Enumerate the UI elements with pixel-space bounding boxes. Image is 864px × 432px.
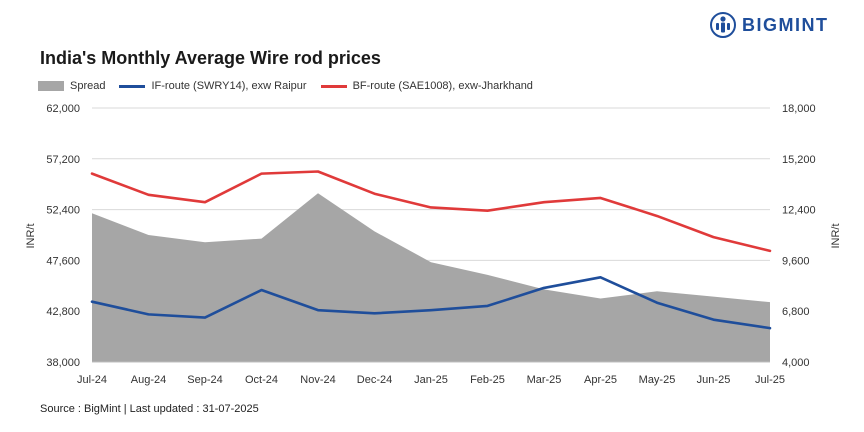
x-tick-label: Sep-24	[187, 374, 222, 386]
legend-label-if-route: IF-route (SWRY14), exw Raipur	[151, 80, 307, 92]
y2-tick-label: 18,000	[782, 103, 816, 115]
y-tick-label: 62,000	[46, 103, 80, 115]
x-tick-label: Jan-25	[414, 374, 448, 386]
legend-swatch-if-route	[119, 84, 146, 88]
bf-route-line	[90, 170, 772, 253]
legend-item-bf-route: BF-route (SAE1008), exw-Jharkhand	[320, 80, 533, 92]
y2-axis-label: INR/t	[830, 223, 842, 248]
y-tick-label: 52,400	[46, 205, 80, 217]
x-tick-label: Oct-24	[245, 374, 278, 386]
legend-item-if-route: IF-route (SWRY14), exw Raipur	[119, 80, 307, 92]
x-tick-label: Dec-24	[357, 374, 392, 386]
y-tick-label: 47,600	[46, 255, 80, 267]
chart-legend: Spread IF-route (SWRY14), exw Raipur BF-…	[38, 80, 547, 92]
brand-name: BIGMINT	[742, 14, 829, 35]
x-tick-label: Aug-24	[131, 374, 166, 386]
bigmint-logo-icon	[710, 12, 736, 38]
x-tick-label: Jul-24	[77, 374, 107, 386]
y-tick-label: 42,800	[46, 306, 80, 318]
x-tick-label: Jun-25	[697, 374, 731, 386]
legend-item-spread: Spread	[38, 80, 105, 92]
x-tick-label: Feb-25	[470, 374, 505, 386]
legend-swatch-bf-route	[320, 84, 347, 88]
y-axis-label: INR/t	[25, 223, 37, 248]
source-note: Source : BigMint | Last updated : 31-07-…	[40, 403, 259, 415]
x-tick-label: Nov-24	[300, 374, 335, 386]
y2-tick-label: 6,800	[782, 306, 810, 318]
y2-tick-label: 15,200	[782, 154, 816, 166]
x-tick-label: May-25	[639, 374, 676, 386]
legend-label-spread: Spread	[70, 80, 106, 92]
spread-area	[92, 193, 770, 362]
y-tick-label: 38,000	[46, 357, 80, 369]
x-tick-label: Jul-25	[755, 374, 785, 386]
if-route-line	[90, 276, 772, 330]
y-tick-label: 57,200	[46, 154, 80, 166]
y2-tick-label: 4,000	[782, 357, 810, 369]
legend-label-bf-route: BF-route (SAE1008), exw-Jharkhand	[352, 80, 533, 92]
chart-title: India's Monthly Average Wire rod prices	[40, 48, 381, 68]
y2-tick-label: 9,600	[782, 255, 810, 267]
y2-tick-label: 12,400	[782, 205, 816, 217]
brand-logo: BIGMINT	[710, 10, 829, 40]
x-tick-label: Apr-25	[584, 374, 617, 386]
x-tick-label: Mar-25	[527, 374, 562, 386]
legend-swatch-spread	[38, 81, 64, 91]
